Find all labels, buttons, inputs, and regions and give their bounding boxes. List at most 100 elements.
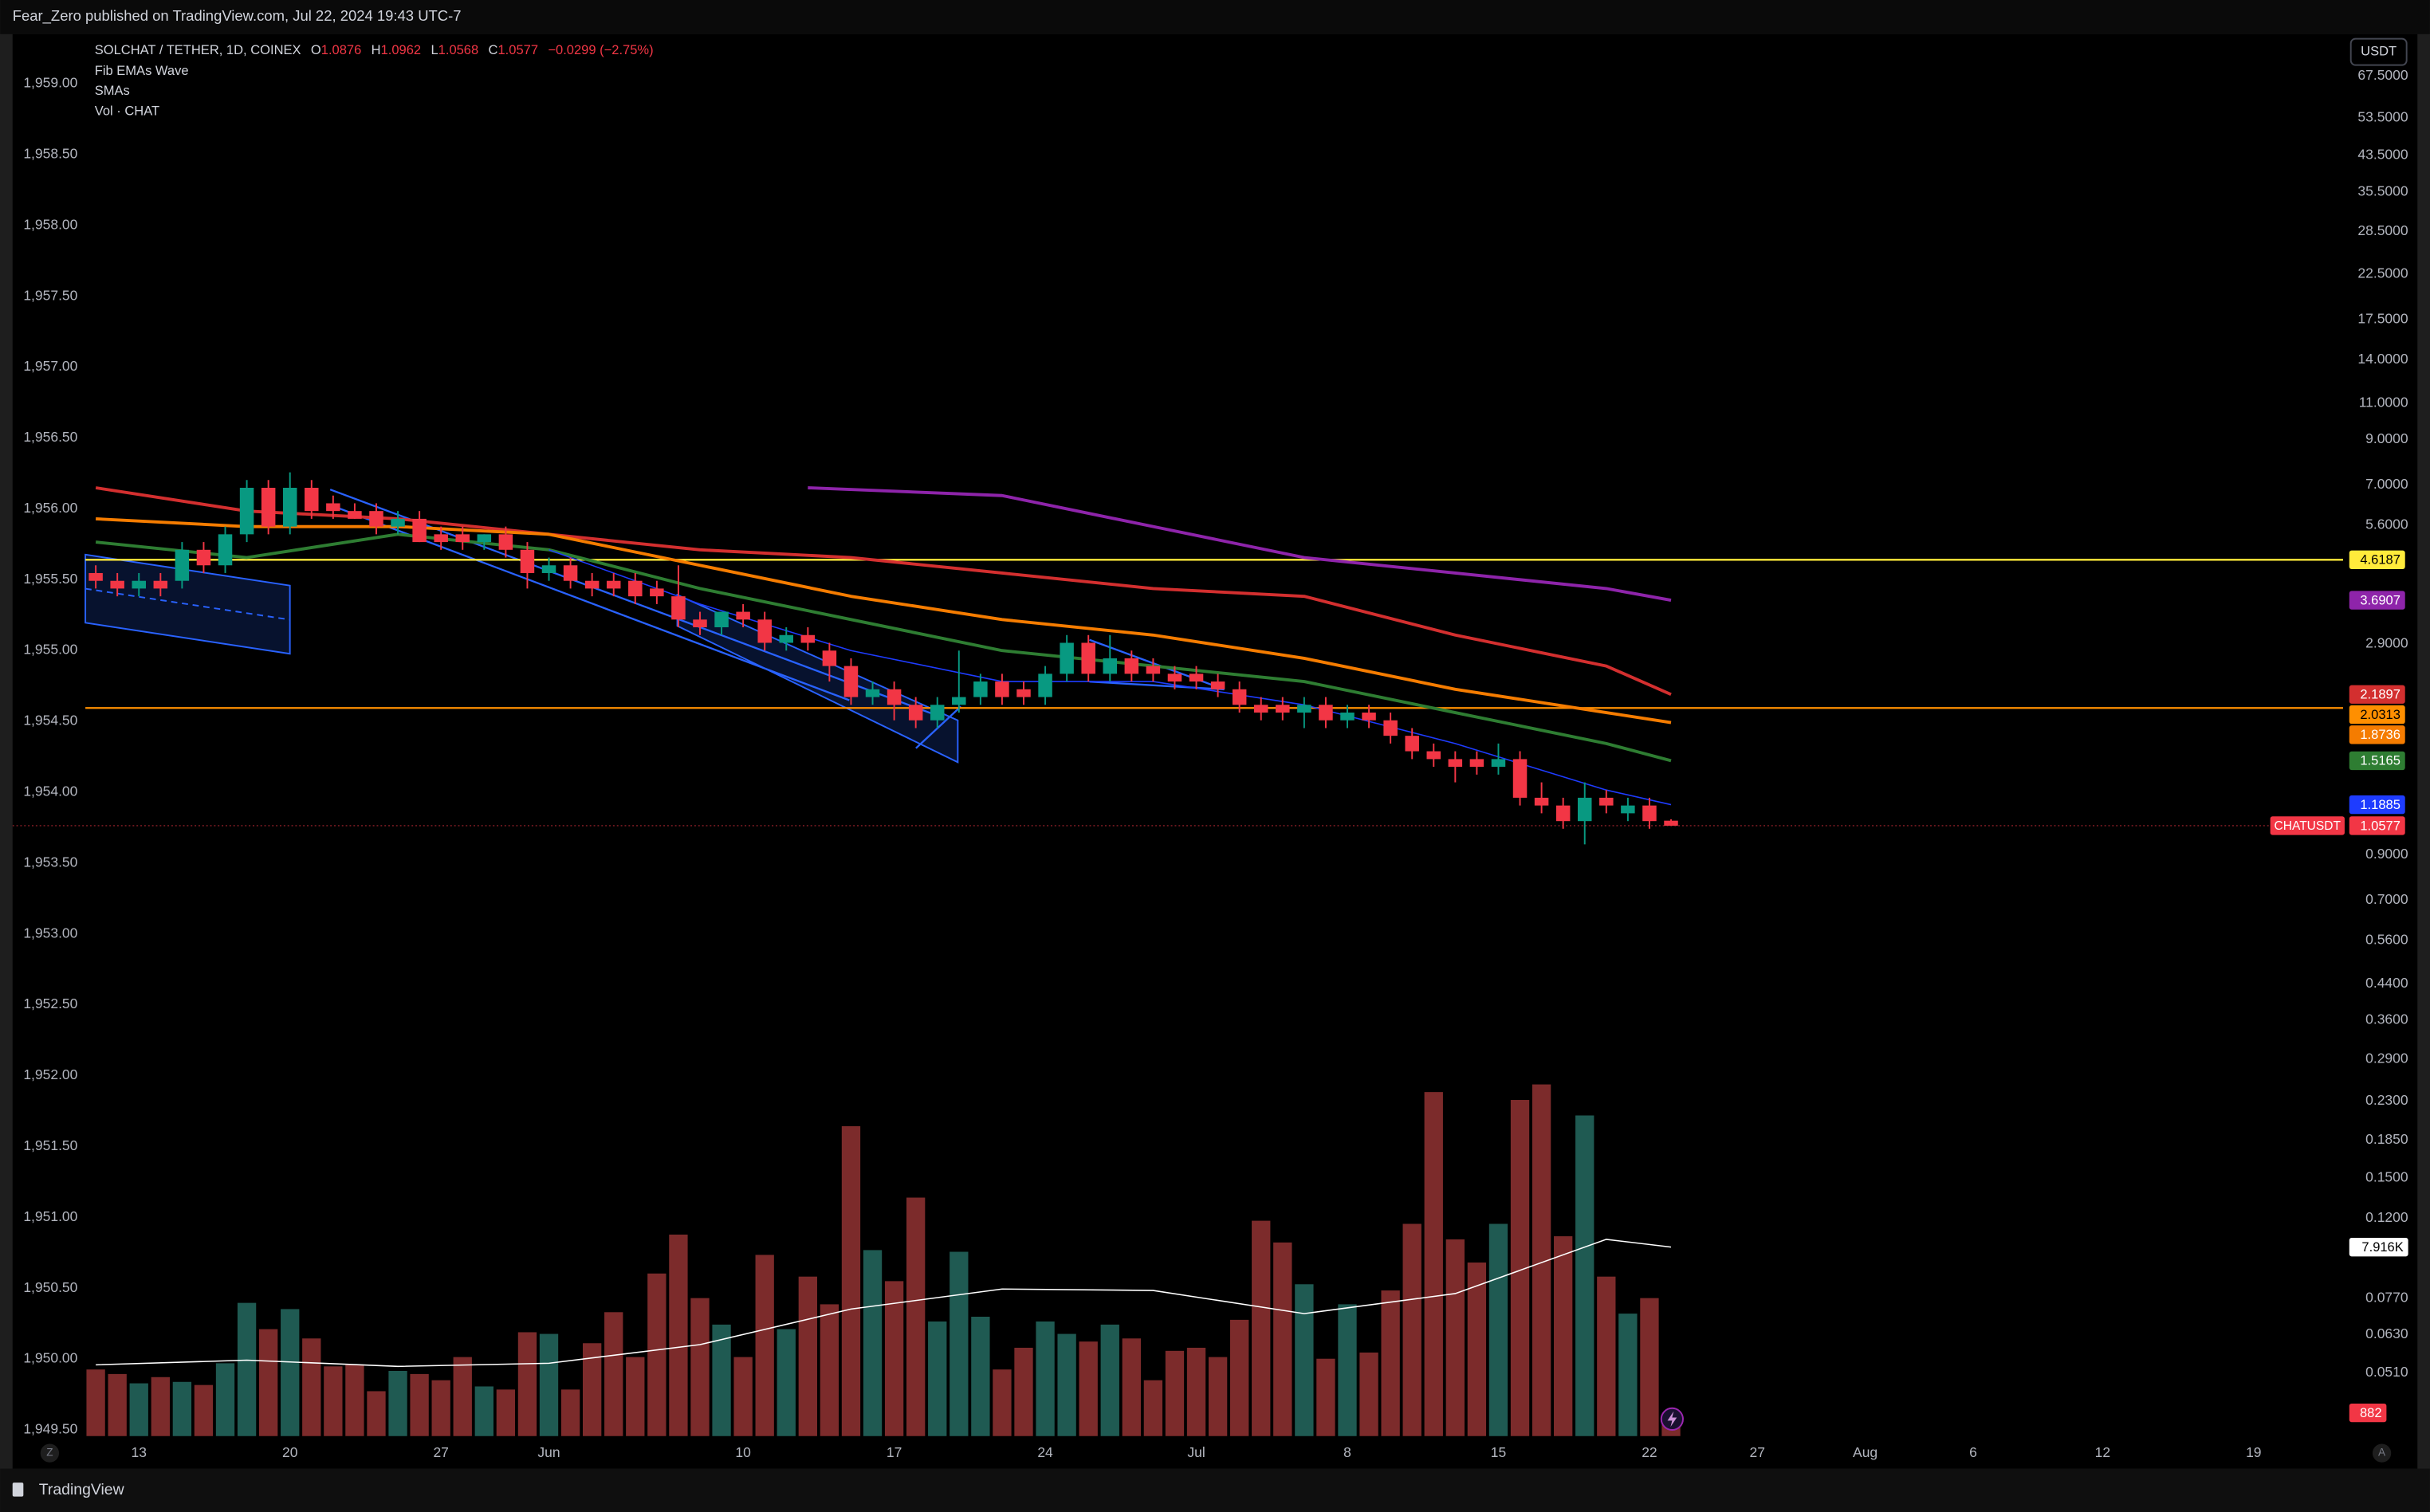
candle-body (477, 534, 492, 543)
candle-body (132, 580, 146, 589)
indicator-line (808, 486, 1672, 602)
volume-bar (1295, 1284, 1314, 1436)
ohlc-value: 1.0962 (381, 42, 422, 57)
volume-bar (1554, 1236, 1573, 1436)
price-tag-label: 1.1885 (2360, 797, 2401, 812)
candle-body (973, 681, 988, 697)
y-tick-label: 0.2900 (2365, 1050, 2408, 1066)
y2-tick-label: 1,956.50 (23, 429, 77, 445)
y-tick-label: 0.1500 (2365, 1169, 2408, 1185)
candle-body (1319, 705, 1333, 721)
candle-body (1016, 689, 1031, 697)
ohlc-value: 1.0568 (438, 42, 479, 57)
volume-bar (1143, 1380, 1163, 1436)
volume-ma-line (96, 1239, 1672, 1368)
candle-body (865, 689, 880, 697)
auto-label[interactable]: A (2378, 1447, 2386, 1459)
price-tag (2349, 685, 2405, 704)
y-tick-label: 14.0000 (2357, 351, 2408, 367)
price-tag (2349, 795, 2405, 815)
y-tick-label: 35.5000 (2357, 183, 2408, 198)
candle-body (1555, 805, 1571, 822)
ohlc-label: L (431, 42, 438, 57)
currency-button[interactable] (2349, 37, 2408, 66)
volume-bar (1208, 1357, 1228, 1436)
candle-body (1512, 759, 1528, 798)
volume-bar (777, 1329, 796, 1436)
candle-body (455, 534, 470, 543)
volume-bar (431, 1380, 450, 1436)
y2-tick-label: 1,954.50 (23, 713, 77, 729)
volume-bar (560, 1389, 580, 1436)
volume-bar (971, 1316, 990, 1436)
candle-body (434, 534, 448, 543)
currency-label[interactable]: USDT (2361, 43, 2397, 58)
ohlc-label: C (489, 42, 498, 57)
candle-body (1038, 674, 1052, 697)
candle-body (1642, 805, 1657, 822)
y2-tick-label: 1,953.50 (23, 854, 77, 870)
price-tag-label: 2.0313 (2360, 707, 2401, 722)
x-tick-label: 8 (1343, 1444, 1351, 1460)
price-tag (2349, 725, 2405, 744)
candle-body (1189, 674, 1204, 682)
candle-body (88, 572, 103, 581)
x-tick-label: Jul (1187, 1444, 1205, 1460)
y-tick-label: 11.0000 (2359, 395, 2408, 410)
y-tick-label: 0.9000 (2365, 846, 2408, 862)
x-tick-label: 20 (282, 1444, 298, 1460)
volume-bar (582, 1343, 602, 1436)
y-tick-label: 9.0000 (2365, 430, 2408, 446)
volume-bar (474, 1386, 493, 1436)
y-tick-label: 5.6000 (2365, 516, 2408, 532)
volume-bar (1467, 1263, 1487, 1436)
candle-body (952, 697, 966, 705)
ohlc-value: 1.0876 (321, 42, 362, 57)
candle-body (1210, 681, 1225, 689)
volume-bar (928, 1321, 947, 1436)
y-tick-label: 0.5600 (2365, 932, 2408, 948)
candle-body (1491, 759, 1506, 768)
candle-body (282, 488, 297, 527)
auto-button[interactable] (2372, 1443, 2392, 1463)
ohlc-value: 1.0577 (497, 42, 538, 57)
x-tick-label: Jun (537, 1444, 560, 1460)
y-tick-label: 53.5000 (2357, 108, 2408, 124)
candle-body (1124, 658, 1139, 674)
candle-body (326, 503, 340, 512)
candle-body (650, 588, 664, 597)
indicator-name[interactable]: Fib EMAs Wave (95, 63, 189, 78)
candle-body (908, 705, 923, 721)
zoom-button[interactable] (40, 1443, 60, 1463)
y2-tick-label: 1,952.50 (23, 996, 77, 1011)
volume-bar (1510, 1100, 1530, 1436)
x-tick-label: 6 (1969, 1444, 1977, 1460)
candle-body (1577, 797, 1592, 822)
indicator-name[interactable]: SMAs (95, 83, 130, 98)
volume-bar (798, 1276, 817, 1436)
zoom-label[interactable]: Z (46, 1447, 53, 1459)
ticker-tag-label: CHATUSDT (2275, 819, 2342, 833)
price-tag (2349, 751, 2405, 771)
footer-bar (0, 1468, 2430, 1512)
volume-bar (324, 1366, 343, 1436)
indicator-line (95, 532, 1672, 763)
candle-body (391, 518, 405, 527)
candle-body (736, 611, 750, 620)
y-tick-label: 0.1200 (2365, 1209, 2408, 1225)
legend: SOLCHAT / TETHER, 1D, COINEX O1.0876 H1.… (95, 42, 654, 57)
price-tag (2349, 816, 2405, 835)
candle-body (218, 534, 233, 566)
y-tick-label: 17.5000 (2357, 310, 2408, 326)
top-bar (0, 0, 2430, 34)
volume-bar (1316, 1358, 1335, 1436)
volume-bar (1575, 1115, 1594, 1436)
indicator-name[interactable]: Vol · CHAT (95, 103, 159, 118)
volume-bar (237, 1302, 257, 1436)
volume-bar (647, 1273, 666, 1436)
volume-bar (626, 1357, 645, 1436)
y-tick-label: 0.7000 (2365, 891, 2408, 907)
volume-bar (1273, 1242, 1292, 1436)
volume-bar (906, 1197, 926, 1436)
candle-body (498, 534, 513, 550)
